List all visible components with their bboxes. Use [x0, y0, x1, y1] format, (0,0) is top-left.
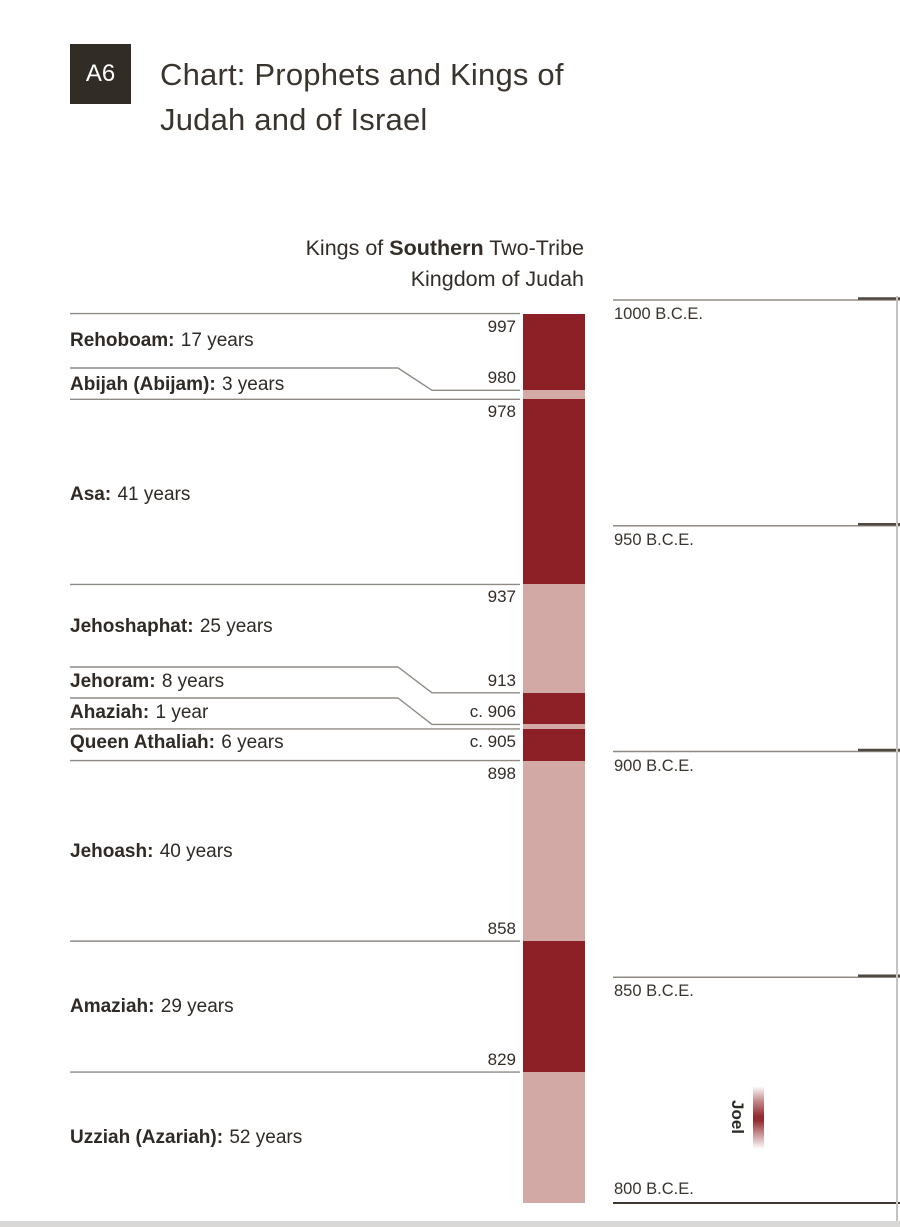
king-name: Asa: [70, 484, 112, 505]
section-badge: A6 [70, 44, 131, 104]
king-label: Jehoshaphat: 25 years [70, 615, 273, 639]
timescale-label: 1000 B.C.E. [614, 305, 703, 323]
reign-start-year: 898 [487, 763, 516, 783]
column-heading-text: Kings of [305, 236, 390, 260]
king-reign-length: 17 years [180, 330, 254, 351]
reign-start-year: 913 [487, 670, 516, 690]
king-name: Uzziah (Azariah): [70, 1127, 224, 1148]
page-bottom-strip [0, 1221, 900, 1227]
reign-band [523, 399, 585, 585]
king-name: Amaziah: [70, 996, 155, 1017]
reign-start-year: 978 [487, 402, 516, 422]
king-name: Jehoash: [70, 841, 154, 862]
reign-band [523, 1072, 585, 1203]
timescale-label: 900 B.C.E. [614, 756, 694, 775]
reign-start-year: 829 [487, 1050, 516, 1070]
reign-band [523, 724, 585, 729]
reign-band [523, 760, 585, 942]
reign-start-year: 997 [487, 316, 516, 336]
king-label: Amaziah: 29 years [70, 995, 234, 1019]
column-heading: Kings of Southern Two-Tribe Kingdom of Ju… [120, 233, 584, 295]
reign-start-year: c. 906 [469, 702, 516, 722]
king-reign-length: 3 years [221, 374, 285, 395]
reign-band [523, 584, 585, 693]
king-reign-length: 40 years [159, 841, 233, 862]
king-label: Jehoram: 8 years [70, 670, 224, 694]
page-title-line1: Chart: Prophets and Kings of [160, 57, 564, 92]
reign-start-year: 937 [487, 587, 516, 607]
page-title-line2: Judah and of Israel [160, 102, 428, 137]
reign-band [523, 728, 585, 761]
king-reign-length: 8 years [161, 671, 225, 692]
king-name: Jehoram: [70, 671, 156, 692]
king-label: Uzziah (Azariah): 52 years [70, 1126, 302, 1150]
reign-band [523, 390, 585, 400]
king-label: Jehoash: 40 years [70, 840, 233, 864]
prophet-marker [753, 1085, 764, 1149]
reign-start-year: 858 [487, 919, 516, 939]
column-heading-line2: Kingdom of Judah [410, 267, 584, 291]
king-reign-length: 25 years [199, 616, 273, 637]
king-label: Rehoboam: 17 years [70, 329, 254, 353]
timescale-label: 800 B.C.E. [614, 1180, 694, 1198]
king-label: Queen Athaliah: 6 years [70, 731, 284, 755]
reign-start-year: c. 905 [469, 731, 516, 751]
timescale-label: 850 B.C.E. [614, 982, 694, 1001]
adjacent-column-edge-line [896, 296, 898, 1222]
timescale-label: 950 B.C.E. [614, 530, 694, 549]
king-label: Ahaziah: 1 year [70, 701, 208, 725]
column-heading-text: Two-Tribe [483, 236, 584, 260]
column-heading-bold: Southern [389, 236, 484, 260]
king-reign-length: 6 years [221, 732, 284, 753]
reign-band [523, 313, 585, 391]
king-name: Rehoboam: [70, 330, 175, 351]
reign-band [523, 941, 585, 1073]
reign-band [523, 692, 585, 725]
king-name: Queen Athaliah: [70, 732, 215, 753]
king-name: Jehoshaphat: [70, 616, 194, 637]
king-reign-length: 29 years [160, 996, 234, 1017]
king-reign-length: 1 year [155, 702, 209, 723]
page-title: Chart: Prophets and Kings of Judah and of… [160, 52, 564, 142]
king-reign-length: 52 years [229, 1127, 303, 1148]
timeline-bar [523, 0, 585, 1227]
king-name: Ahaziah: [70, 702, 150, 723]
king-reign-length: 41 years [117, 484, 191, 505]
king-name: Abijah (Abijam): [70, 374, 216, 395]
prophet-label: Joel [728, 1100, 747, 1135]
king-label: Asa: 41 years [70, 483, 190, 507]
king-label: Abijah (Abijam): 3 years [70, 373, 284, 397]
reign-start-year: 980 [487, 368, 516, 388]
